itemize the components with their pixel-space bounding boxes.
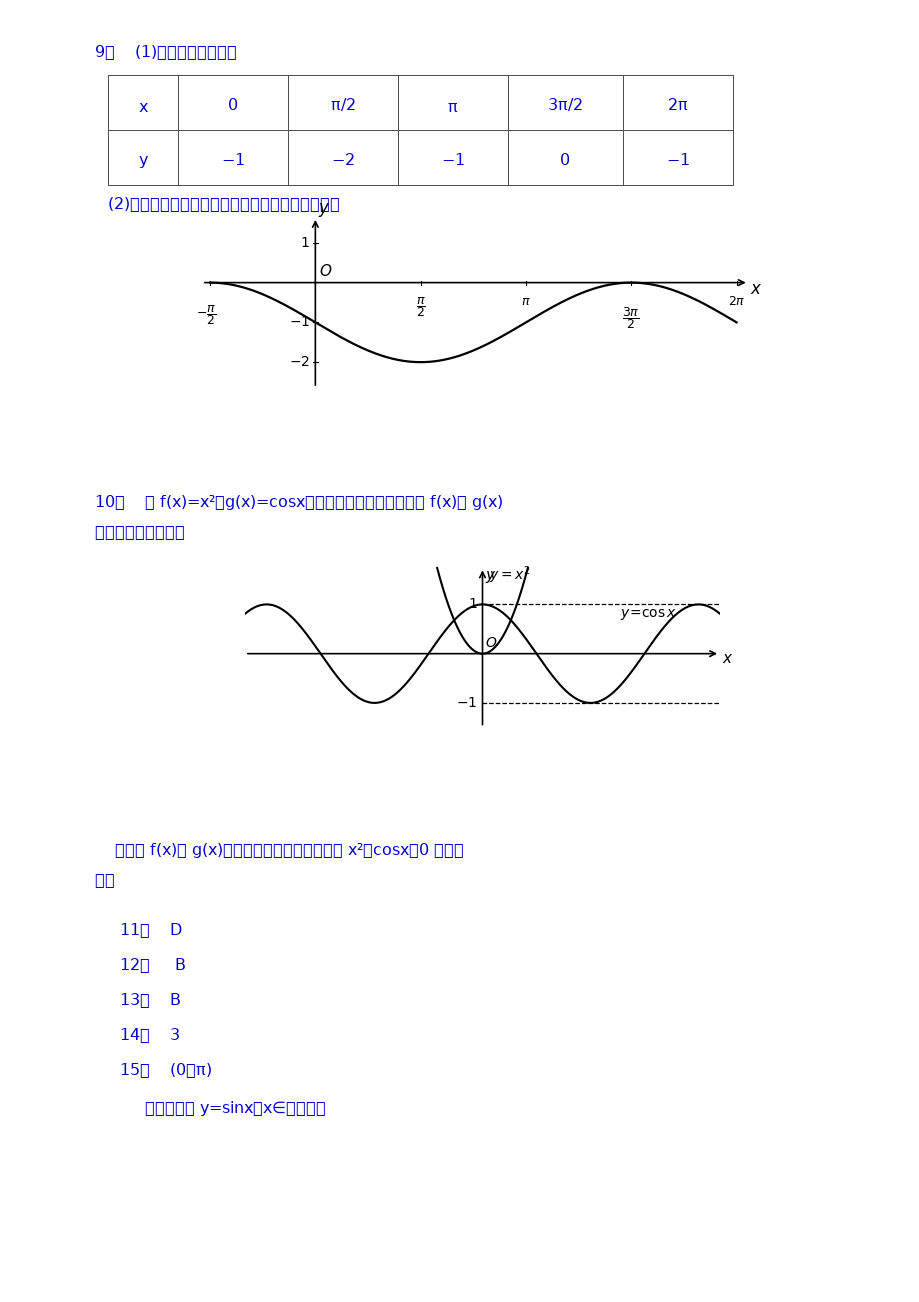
Text: $y$: $y$ xyxy=(484,569,495,585)
Text: $O$: $O$ xyxy=(318,263,332,279)
Text: $2\pi$: $2\pi$ xyxy=(727,296,744,309)
Text: $\dfrac{3\pi}{2}$: $\dfrac{3\pi}{2}$ xyxy=(622,305,640,331)
Text: $\dfrac{\pi}{2}$: $\dfrac{\pi}{2}$ xyxy=(415,296,425,319)
Text: $y$: $y$ xyxy=(318,201,330,219)
Text: $x$: $x$ xyxy=(720,651,732,667)
Text: $1$: $1$ xyxy=(467,598,477,612)
Text: $\pi$: $\pi$ xyxy=(520,296,530,309)
Text: $y\!=\!\cos x$: $y\!=\!\cos x$ xyxy=(619,607,676,622)
Text: $y=x^2$: $y=x^2$ xyxy=(488,564,529,586)
Text: $-1$: $-1$ xyxy=(289,315,310,329)
Text: $-\dfrac{\pi}{2}$: $-\dfrac{\pi}{2}$ xyxy=(197,303,217,327)
Text: $-2$: $-2$ xyxy=(289,355,310,370)
Text: $1$: $1$ xyxy=(300,236,310,250)
Text: $O$: $O$ xyxy=(484,637,497,650)
Text: $-1$: $-1$ xyxy=(456,695,477,710)
Text: $x$: $x$ xyxy=(749,280,762,298)
